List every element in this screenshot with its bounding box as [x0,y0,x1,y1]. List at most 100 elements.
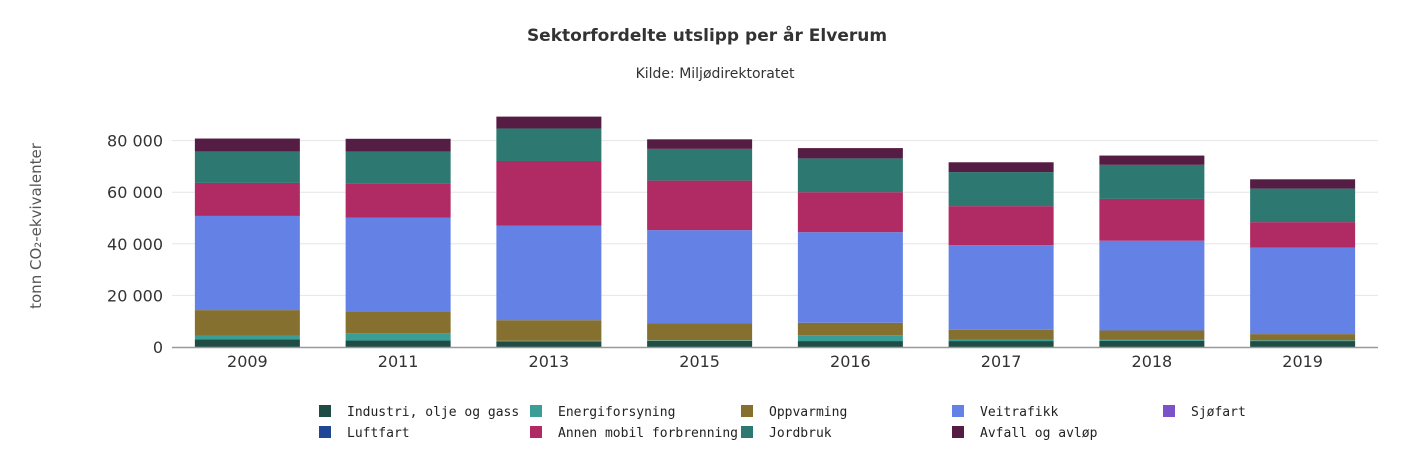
bar-jordbruk-2011 [345,151,451,184]
bar-energiforsyning-2018 [1099,339,1205,341]
bar-stack-2018 [1099,155,1205,347]
bar-industri-olje-og-gass-2018 [1099,340,1205,347]
bar-energiforsyning-2017 [948,339,1054,342]
bar-oppvarming-2017 [948,329,1054,340]
bar-stack-2017 [948,162,1054,347]
bar-oppvarming-2016 [797,322,903,336]
bar-industri-olje-og-gass-2009 [194,339,300,347]
bar-oppvarming-2011 [345,311,451,334]
bar-stack-2009 [194,138,300,347]
bar-veitrafikk-2013 [496,225,602,321]
bar-avfall-og-avløp-2009 [194,138,300,152]
legend-item-energiforsyning[interactable]: Energiforsyning [530,405,675,420]
y-tick-label: 60 000 [107,183,163,202]
bar-avfall-og-avløp-2016 [797,148,903,159]
y-tick-label: 80 000 [107,132,163,151]
chart-title: Sektorfordelte utslipp per år Elverum [527,24,887,46]
x-tick-label: 2018 [1132,352,1173,371]
bar-avfall-og-avløp-2013 [496,116,602,129]
legend-swatch [741,426,753,438]
y-tick-label: 20 000 [107,286,163,305]
bar-annen-mobil-forbrenning-2018 [1099,198,1205,241]
bar-annen-mobil-forbrenning-2011 [345,183,451,218]
bar-energiforsyning-2013 [496,340,602,342]
bar-oppvarming-2018 [1099,330,1205,340]
x-tick-label: 2017 [981,352,1022,371]
bar-energiforsyning-2016 [797,335,903,342]
legend-swatch [319,405,331,417]
legend-label: Jordbruk [769,426,832,441]
bar-oppvarming-2019 [1250,334,1356,341]
bar-annen-mobil-forbrenning-2009 [194,182,300,216]
bar-veitrafikk-2009 [194,215,300,311]
x-tick-label: 2011 [378,352,419,371]
legend-item-veitrafikk[interactable]: Veitrafikk [952,405,1058,420]
legend-item-jordbruk[interactable]: Jordbruk [741,426,832,441]
bar-jordbruk-2018 [1099,164,1205,199]
bar-avfall-og-avløp-2018 [1099,155,1205,165]
bar-annen-mobil-forbrenning-2017 [948,206,1054,246]
legend-item-avfall-og-avløp[interactable]: Avfall og avløp [952,426,1098,441]
legend-item-annen-mobil-forbrenning[interactable]: Annen mobil forbrenning [530,426,738,441]
bar-avfall-og-avløp-2019 [1250,179,1356,189]
bar-energiforsyning-2009 [194,335,300,340]
legend-label: Sjøfart [1191,405,1246,420]
bar-veitrafikk-2017 [948,245,1054,330]
legend-swatch [741,405,753,417]
legend-swatch [530,426,542,438]
legend-swatch [1163,405,1175,417]
bar-jordbruk-2015 [647,148,753,181]
legend-swatch [952,426,964,438]
legend-swatch [952,405,964,417]
legend-item-luftfart[interactable]: Luftfart [319,426,410,441]
legend-label: Annen mobil forbrenning [558,426,738,441]
x-tick-label: 2013 [529,352,570,371]
x-tick-label: 2016 [830,352,871,371]
legend-item-oppvarming[interactable]: Oppvarming [741,405,847,420]
chart-subtitle: Kilde: Miljødirektoratet [636,66,795,82]
bar-veitrafikk-2016 [797,232,903,323]
bar-stack-2011 [345,138,451,347]
bars [194,116,1356,347]
x-tick-label: 2019 [1282,352,1323,371]
bar-energiforsyning-2015 [647,340,753,341]
legend-item-sjøfart[interactable]: Sjøfart [1163,405,1246,420]
legend-label: Avfall og avløp [980,426,1098,441]
legend-label: Veitrafikk [980,405,1058,420]
legend-label: Industri, olje og gass [347,405,519,420]
bar-industri-olje-og-gass-2017 [948,341,1054,347]
bar-veitrafikk-2019 [1250,247,1356,335]
bar-veitrafikk-2011 [345,217,451,312]
bar-stack-2016 [797,148,903,347]
legend-label: Luftfart [347,426,410,441]
bar-industri-olje-og-gass-2019 [1250,341,1356,347]
bar-oppvarming-2013 [496,320,602,341]
legend-label: Oppvarming [769,405,847,420]
bar-annen-mobil-forbrenning-2016 [797,192,903,233]
legend-item-industri-olje-og-gass[interactable]: Industri, olje og gass [319,405,519,420]
bar-jordbruk-2009 [194,151,300,183]
bar-avfall-og-avløp-2011 [345,138,451,152]
legend-label: Energiforsyning [558,405,675,420]
bar-oppvarming-2009 [194,310,300,336]
bar-industri-olje-og-gass-2016 [797,341,903,347]
legend-swatch [319,426,331,438]
bar-avfall-og-avløp-2017 [948,162,1054,173]
legend-swatch [530,405,542,417]
x-axis-ticks: 2009 2011 2013 2015 2016 2017 2018 2019 [227,352,1323,371]
bar-annen-mobil-forbrenning-2013 [496,160,602,226]
bar-industri-olje-og-gass-2011 [345,340,451,347]
x-tick-label: 2009 [227,352,268,371]
bar-jordbruk-2017 [948,172,1054,207]
bar-energiforsyning-2011 [345,333,451,341]
bar-annen-mobil-forbrenning-2019 [1250,222,1356,248]
bar-jordbruk-2019 [1250,188,1356,223]
bar-veitrafikk-2015 [647,230,753,324]
y-tick-label: 0 [153,338,163,357]
bar-industri-olje-og-gass-2015 [647,340,753,347]
bar-avfall-og-avløp-2015 [647,139,753,149]
bar-jordbruk-2016 [797,158,903,193]
bar-jordbruk-2013 [496,128,602,161]
y-tick-label: 40 000 [107,235,163,254]
